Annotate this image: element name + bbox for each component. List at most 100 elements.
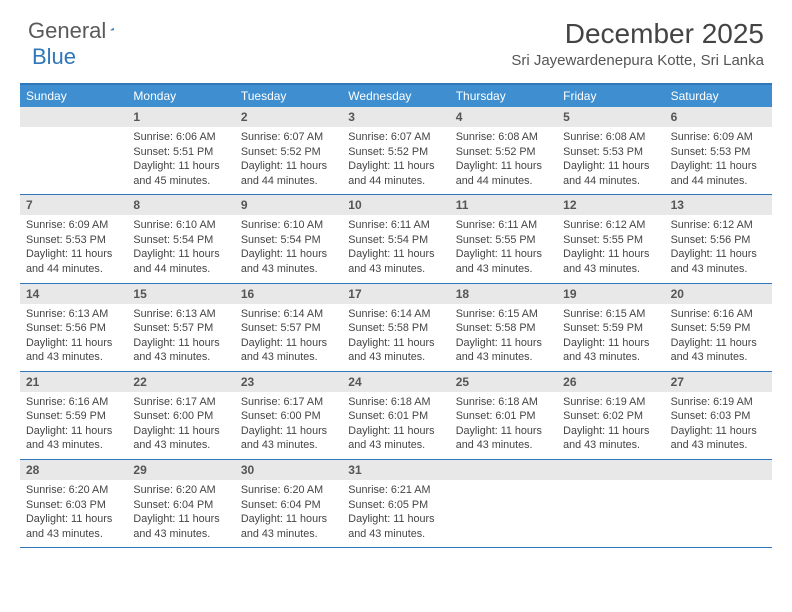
day-line: Sunset: 5:59 PM — [671, 321, 766, 336]
day-cell: Sunrise: 6:15 AMSunset: 5:58 PMDaylight:… — [450, 304, 557, 371]
day-number: 15 — [127, 284, 234, 304]
week-block: 14151617181920Sunrise: 6:13 AMSunset: 5:… — [20, 284, 772, 372]
content-band: Sunrise: 6:06 AMSunset: 5:51 PM Daylight:… — [20, 127, 772, 194]
day-line: Sunrise: 6:15 AM — [563, 307, 658, 322]
day-line: Sunset: 5:56 PM — [26, 321, 121, 336]
day-line: Sunset: 5:53 PM — [26, 233, 121, 248]
day-line: Sunset: 6:01 PM — [456, 409, 551, 424]
day-cell: Sunrise: 6:19 AMSunset: 6:03 PMDaylight:… — [665, 392, 772, 459]
day-cell: Sunrise: 6:09 AMSunset: 5:53 PMDaylight:… — [665, 127, 772, 194]
day-line: Daylight: 11 hours and 43 minutes. — [671, 336, 766, 365]
day-number: 29 — [127, 460, 234, 480]
day-cell — [20, 127, 127, 194]
day-line: Daylight: 11 hours and 43 minutes. — [456, 424, 551, 453]
day-number: 18 — [450, 284, 557, 304]
day-cell: Sunrise: 6:06 AMSunset: 5:51 PMDaylight:… — [127, 127, 234, 194]
day-cell: Sunrise: 6:21 AMSunset: 6:05 PMDaylight:… — [342, 480, 449, 547]
day-number: 2 — [235, 107, 342, 127]
day-line: Sunset: 5:54 PM — [241, 233, 336, 248]
day-line: Sunset: 6:03 PM — [26, 498, 121, 513]
day-number: 13 — [665, 195, 772, 215]
day-line: Sunrise: 6:20 AM — [133, 483, 228, 498]
day-line: Sunset: 6:04 PM — [241, 498, 336, 513]
day-line: Daylight: 11 hours and 43 minutes. — [133, 424, 228, 453]
day-number: 27 — [665, 372, 772, 392]
daynum-band: 28293031 — [20, 460, 772, 480]
day-cell: Sunrise: 6:16 AMSunset: 5:59 PMDaylight:… — [20, 392, 127, 459]
day-line: Daylight: 11 hours and 43 minutes. — [563, 247, 658, 276]
day-number: 19 — [557, 284, 664, 304]
day-line: Sunrise: 6:06 AM — [133, 130, 228, 145]
day-number — [450, 460, 557, 480]
day-cell: Sunrise: 6:08 AMSunset: 5:52 PMDaylight:… — [450, 127, 557, 194]
dow-cell: Monday — [127, 85, 234, 107]
day-line: Sunrise: 6:09 AM — [671, 130, 766, 145]
day-line: Sunset: 6:04 PM — [133, 498, 228, 513]
week-block: 21222324252627Sunrise: 6:16 AMSunset: 5:… — [20, 372, 772, 460]
day-line: Sunrise: 6:07 AM — [348, 130, 443, 145]
day-number — [557, 460, 664, 480]
day-number: 12 — [557, 195, 664, 215]
day-cell: Sunrise: 6:11 AMSunset: 5:55 PMDaylight:… — [450, 215, 557, 282]
day-line: Daylight: 11 hours and 43 minutes. — [563, 336, 658, 365]
day-line: Sunset: 5:55 PM — [456, 233, 551, 248]
day-line: Daylight: 11 hours and 44 minutes. — [241, 159, 336, 188]
dow-cell: Wednesday — [342, 85, 449, 107]
logo-triangle-icon — [110, 21, 114, 37]
day-line: Sunset: 5:53 PM — [563, 145, 658, 160]
day-number: 28 — [20, 460, 127, 480]
day-number — [20, 107, 127, 127]
day-cell: Sunrise: 6:07 AMSunset: 5:52 PMDaylight:… — [235, 127, 342, 194]
content-band: Sunrise: 6:16 AMSunset: 5:59 PMDaylight:… — [20, 392, 772, 459]
day-number: 17 — [342, 284, 449, 304]
day-line: Sunset: 5:59 PM — [26, 409, 121, 424]
day-line: Sunset: 5:58 PM — [456, 321, 551, 336]
day-cell: Sunrise: 6:13 AMSunset: 5:57 PMDaylight:… — [127, 304, 234, 371]
day-line: Sunrise: 6:19 AM — [671, 395, 766, 410]
day-line: Sunrise: 6:16 AM — [26, 395, 121, 410]
dow-cell: Tuesday — [235, 85, 342, 107]
day-line: Daylight: 11 hours and 43 minutes. — [348, 512, 443, 541]
day-number: 24 — [342, 372, 449, 392]
day-line: Sunrise: 6:08 AM — [563, 130, 658, 145]
day-line: Sunset: 5:58 PM — [348, 321, 443, 336]
brand-part1: General — [28, 18, 106, 44]
day-number: 26 — [557, 372, 664, 392]
day-line: Sunrise: 6:10 AM — [133, 218, 228, 233]
content-band: Sunrise: 6:13 AMSunset: 5:56 PMDaylight:… — [20, 304, 772, 371]
content-band: Sunrise: 6:09 AMSunset: 5:53 PM Daylight:… — [20, 215, 772, 282]
day-number: 21 — [20, 372, 127, 392]
calendar-table: SundayMondayTuesdayWednesdayThursdayFrid… — [20, 83, 772, 548]
day-line: Sunrise: 6:10 AM — [241, 218, 336, 233]
day-line: Sunrise: 6:20 AM — [241, 483, 336, 498]
day-line: Daylight: 11 hours and 43 minutes. — [26, 512, 121, 541]
day-line: Daylight: 11 hours and 44 minutes. — [563, 159, 658, 188]
day-number: 8 — [127, 195, 234, 215]
day-number: 16 — [235, 284, 342, 304]
day-line: Daylight: 11 hours and 43 minutes. — [671, 247, 766, 276]
day-number: 31 — [342, 460, 449, 480]
day-line: Sunset: 5:54 PM — [348, 233, 443, 248]
day-number: 20 — [665, 284, 772, 304]
day-cell: Sunrise: 6:13 AMSunset: 5:56 PMDaylight:… — [20, 304, 127, 371]
brand-logo: General — [28, 18, 134, 44]
day-line: Sunrise: 6:21 AM — [348, 483, 443, 498]
day-line: Sunset: 5:51 PM — [133, 145, 228, 160]
day-line: Sunset: 5:55 PM — [563, 233, 658, 248]
day-line: Daylight: 11 hours and 43 minutes. — [241, 336, 336, 365]
day-line: Sunset: 6:02 PM — [563, 409, 658, 424]
day-cell: Sunrise: 6:16 AMSunset: 5:59 PMDaylight:… — [665, 304, 772, 371]
day-cell: Sunrise: 6:10 AMSunset: 5:54 PMDaylight:… — [235, 215, 342, 282]
dow-cell: Friday — [557, 85, 664, 107]
day-line: Daylight: 11 hours and 43 minutes. — [671, 424, 766, 453]
day-line: Daylight: 11 hours and 43 minutes. — [241, 424, 336, 453]
day-line: Sunrise: 6:17 AM — [241, 395, 336, 410]
day-line: Daylight: 11 hours and 43 minutes. — [26, 424, 121, 453]
day-line: Sunset: 6:01 PM — [348, 409, 443, 424]
day-line: Sunset: 5:52 PM — [241, 145, 336, 160]
day-line: Sunrise: 6:09 AM — [26, 218, 121, 233]
day-line: Sunrise: 6:19 AM — [563, 395, 658, 410]
day-cell: Sunrise: 6:19 AMSunset: 6:02 PMDaylight:… — [557, 392, 664, 459]
brand-part2-wrap: Blue — [32, 44, 76, 70]
day-number: 3 — [342, 107, 449, 127]
